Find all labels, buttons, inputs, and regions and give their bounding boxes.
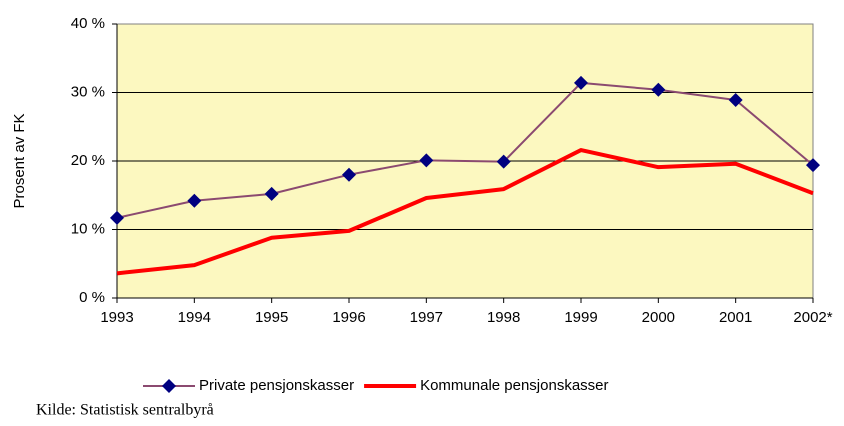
y-axis-label: Prosent av FK xyxy=(11,113,28,208)
source: Kilde: Statistisk sentralbyrå xyxy=(36,402,214,419)
x-tick-label: 1993 xyxy=(100,309,133,326)
x-tick-label: 2002* xyxy=(793,309,832,326)
marker xyxy=(806,158,820,173)
marker xyxy=(496,154,511,169)
marker xyxy=(574,75,588,90)
marker xyxy=(342,167,356,182)
y-tick-label: 0 % xyxy=(79,289,105,306)
x-tick-label: 1996 xyxy=(332,309,365,326)
legend-label: Private pensjonskasser xyxy=(199,377,354,394)
y-tick-label: 30 % xyxy=(71,83,105,100)
x-tick-label: 2001 xyxy=(719,309,752,326)
marker xyxy=(651,82,666,97)
marker xyxy=(110,210,124,225)
series-line xyxy=(116,148,814,276)
marker xyxy=(187,193,202,208)
marker xyxy=(264,186,279,201)
marker xyxy=(419,153,434,168)
legend-label: Kommunale pensjonskasser xyxy=(420,377,608,394)
x-tick-label: 2000 xyxy=(642,309,675,326)
legend-marker xyxy=(162,379,176,393)
x-tick-label: 1995 xyxy=(255,309,288,326)
x-tick-label: 1999 xyxy=(564,309,597,326)
x-tick-label: 1998 xyxy=(487,309,520,326)
x-tick-label: 1994 xyxy=(178,309,211,326)
y-tick-label: 20 % xyxy=(71,152,105,169)
series-line xyxy=(116,81,814,219)
y-tick-label: 40 % xyxy=(71,15,105,32)
y-tick-label: 10 % xyxy=(71,220,105,237)
marker xyxy=(728,93,743,108)
x-tick-label: 1997 xyxy=(410,309,443,326)
